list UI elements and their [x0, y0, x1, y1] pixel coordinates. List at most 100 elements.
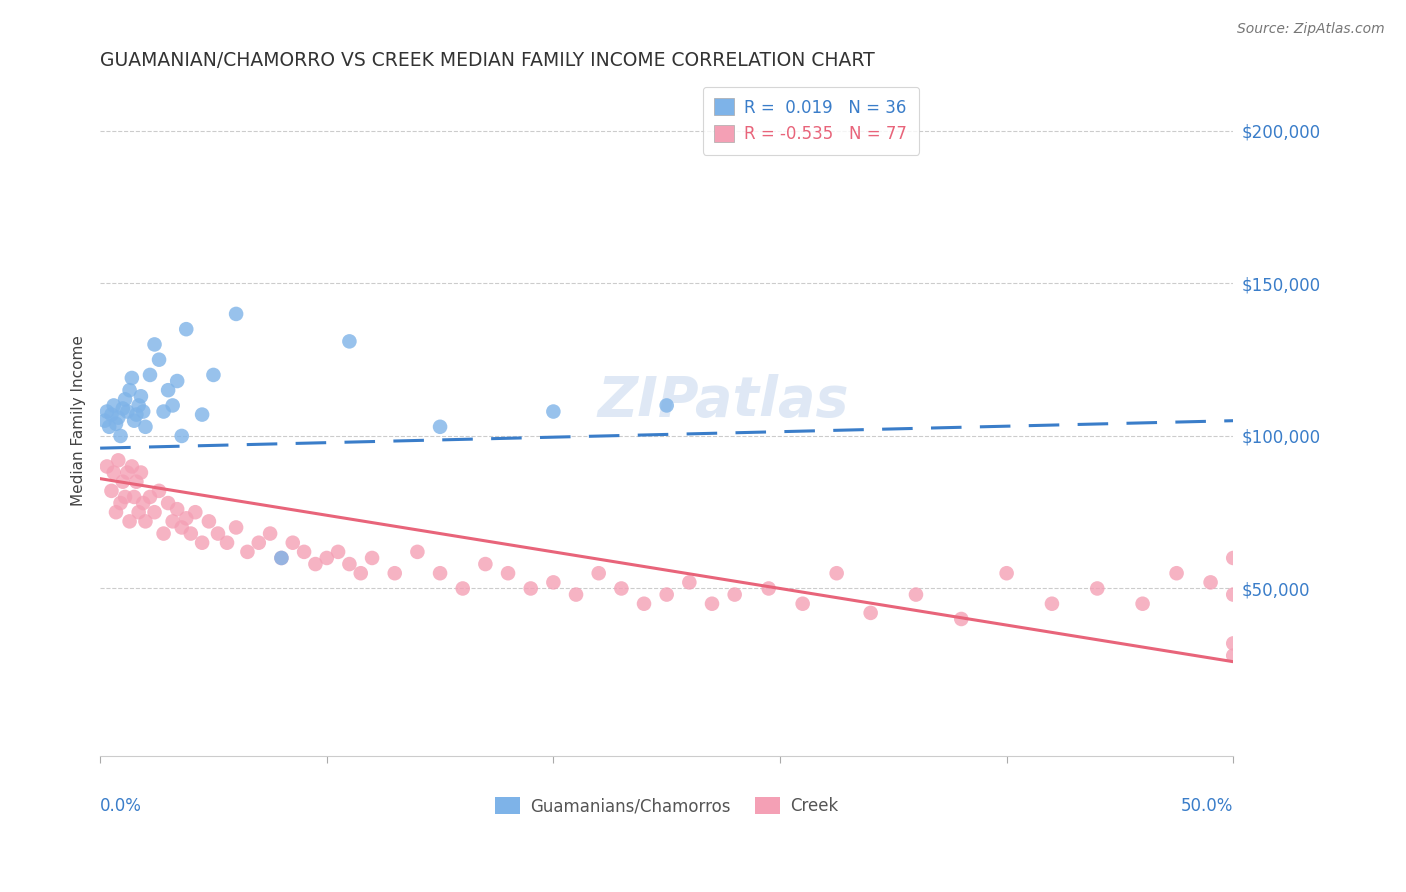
Point: [100, 408, 122, 422]
Point: [758, 582, 780, 596]
Point: [700, 597, 723, 611]
Point: [429, 419, 451, 434]
Point: [451, 582, 474, 596]
Point: [1199, 575, 1222, 590]
Point: [170, 520, 193, 534]
Point: [121, 459, 143, 474]
Point: [162, 514, 184, 528]
Point: [724, 588, 747, 602]
Point: [825, 566, 848, 581]
Point: [655, 588, 678, 602]
Point: [259, 526, 281, 541]
Point: [111, 475, 134, 489]
Point: [125, 408, 148, 422]
Point: [1040, 597, 1063, 611]
Point: [166, 374, 188, 388]
Point: [162, 399, 184, 413]
Point: [339, 334, 361, 349]
Point: [132, 404, 155, 418]
Point: [610, 582, 633, 596]
Point: [170, 429, 193, 443]
Point: [1222, 551, 1244, 566]
Point: [152, 526, 174, 541]
Point: [129, 466, 152, 480]
Point: [350, 566, 373, 581]
Point: [117, 404, 139, 418]
Point: [148, 483, 170, 498]
Point: [93, 414, 115, 428]
Point: [157, 383, 180, 397]
Point: [152, 404, 174, 418]
Point: [103, 466, 125, 480]
Point: [339, 557, 361, 571]
Point: [139, 490, 162, 504]
Point: [655, 399, 678, 413]
Point: [134, 419, 156, 434]
Point: [678, 575, 700, 590]
Point: [184, 505, 207, 519]
Point: [225, 520, 247, 534]
Point: [633, 597, 655, 611]
Point: [361, 551, 384, 566]
Point: [519, 582, 541, 596]
Point: [202, 368, 225, 382]
Point: [128, 399, 150, 413]
Point: [995, 566, 1018, 581]
Point: [859, 606, 882, 620]
Point: [125, 475, 148, 489]
Point: [1222, 588, 1244, 602]
Point: [107, 453, 129, 467]
Point: [110, 429, 132, 443]
Text: Source: ZipAtlas.com: Source: ZipAtlas.com: [1237, 22, 1385, 37]
Point: [191, 408, 214, 422]
Point: [191, 535, 214, 549]
Point: [104, 417, 127, 431]
Point: [139, 368, 162, 382]
Point: [174, 511, 197, 525]
Text: ZIPatlas: ZIPatlas: [598, 374, 849, 427]
Point: [543, 575, 565, 590]
Point: [180, 526, 202, 541]
Point: [122, 490, 145, 504]
Point: [792, 597, 814, 611]
Point: [543, 404, 565, 418]
Point: [292, 545, 315, 559]
Point: [406, 545, 429, 559]
Text: GUAMANIAN/CHAMORRO VS CREEK MEDIAN FAMILY INCOME CORRELATION CHART: GUAMANIAN/CHAMORRO VS CREEK MEDIAN FAMIL…: [100, 51, 875, 70]
Point: [166, 502, 188, 516]
Point: [128, 505, 150, 519]
Point: [225, 307, 247, 321]
Point: [236, 545, 259, 559]
Point: [1085, 582, 1108, 596]
Point: [134, 514, 156, 528]
Text: 50.0%: 50.0%: [1181, 797, 1233, 814]
Point: [270, 551, 292, 566]
Point: [103, 399, 125, 413]
Point: [326, 545, 349, 559]
Point: [96, 459, 118, 474]
Point: [474, 557, 496, 571]
Point: [429, 566, 451, 581]
Point: [157, 496, 180, 510]
Point: [96, 404, 118, 418]
Point: [215, 535, 238, 549]
Point: [129, 389, 152, 403]
Point: [1222, 636, 1244, 650]
Point: [904, 588, 927, 602]
Point: [1166, 566, 1188, 581]
Point: [121, 371, 143, 385]
Point: [1222, 648, 1244, 663]
Point: [114, 490, 136, 504]
Point: [118, 383, 141, 397]
Point: [588, 566, 610, 581]
Point: [315, 551, 337, 566]
Point: [114, 392, 136, 407]
Point: [565, 588, 588, 602]
Point: [117, 466, 139, 480]
Point: [132, 496, 155, 510]
Point: [111, 401, 134, 416]
Point: [1132, 597, 1154, 611]
Point: [304, 557, 326, 571]
Point: [384, 566, 406, 581]
Point: [104, 505, 127, 519]
